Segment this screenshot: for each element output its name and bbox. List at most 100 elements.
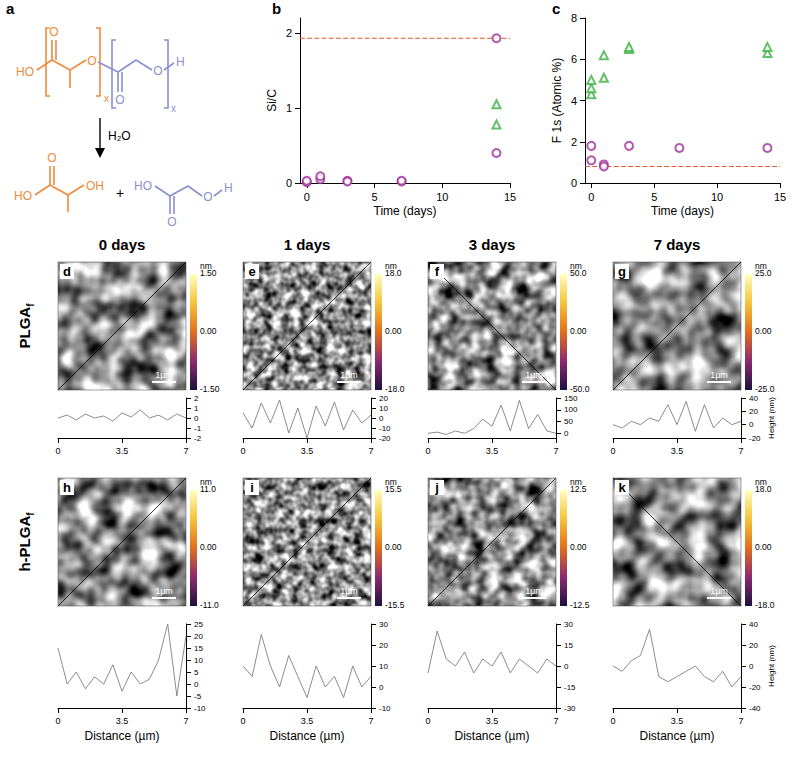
svg-text:0: 0 <box>194 414 199 423</box>
svg-text:2: 2 <box>571 136 577 148</box>
svg-text:20: 20 <box>379 394 388 403</box>
svg-text:1: 1 <box>194 404 199 413</box>
svg-text:Si/C: Si/C <box>265 89 279 112</box>
svg-text:3.5: 3.5 <box>301 716 314 726</box>
svg-text:8: 8 <box>571 12 577 24</box>
svg-text:0.00: 0.00 <box>570 542 587 552</box>
svg-text:+: + <box>116 185 124 201</box>
svg-text:0: 0 <box>240 716 245 726</box>
svg-text:O: O <box>115 93 124 107</box>
svg-text:1µm: 1µm <box>340 586 358 596</box>
svg-text:3.5: 3.5 <box>301 446 314 456</box>
svg-text:10: 10 <box>194 656 203 665</box>
svg-text:b: b <box>272 0 281 17</box>
svg-text:F 1s (Atomic %): F 1s (Atomic %) <box>550 58 564 143</box>
svg-text:7 days: 7 days <box>654 236 701 253</box>
svg-text:18.0: 18.0 <box>755 484 772 494</box>
svg-text:PLGAf: PLGAf <box>16 303 36 349</box>
svg-text:HO: HO <box>134 179 152 193</box>
svg-text:10: 10 <box>379 662 388 671</box>
svg-text:e: e <box>248 264 255 279</box>
svg-text:-10: -10 <box>379 704 391 713</box>
svg-text:0.00: 0.00 <box>755 326 772 336</box>
svg-text:100: 100 <box>564 405 578 414</box>
svg-text:2: 2 <box>286 27 292 39</box>
svg-text:3.5: 3.5 <box>486 716 499 726</box>
svg-text:O: O <box>87 54 96 68</box>
svg-text:a: a <box>6 0 15 17</box>
svg-text:Time (days): Time (days) <box>374 204 437 218</box>
svg-text:g: g <box>618 264 626 279</box>
svg-text:0.00: 0.00 <box>570 326 587 336</box>
svg-text:h-PLGAf: h-PLGAf <box>16 512 36 572</box>
svg-text:11.0: 11.0 <box>200 484 216 494</box>
svg-text:7: 7 <box>553 446 558 456</box>
svg-text:3.5: 3.5 <box>116 446 129 456</box>
svg-text:7: 7 <box>553 716 558 726</box>
svg-text:Height (nm): Height (nm) <box>767 397 776 439</box>
svg-text:-10: -10 <box>379 424 391 433</box>
svg-text:0: 0 <box>571 177 577 189</box>
svg-text:0: 0 <box>240 446 245 456</box>
svg-text:-10: -10 <box>194 704 206 713</box>
svg-text:0: 0 <box>425 716 430 726</box>
svg-text:-30: -30 <box>564 704 576 713</box>
svg-text:10: 10 <box>711 191 723 203</box>
svg-text:15: 15 <box>194 644 203 653</box>
svg-text:3 days: 3 days <box>469 236 516 253</box>
svg-text:H₂O: H₂O <box>108 129 131 143</box>
svg-text:1 days: 1 days <box>284 236 331 253</box>
svg-text:5: 5 <box>371 191 377 203</box>
svg-text:1.50: 1.50 <box>200 268 217 278</box>
svg-text:O: O <box>167 215 176 229</box>
svg-text:15: 15 <box>774 191 786 203</box>
svg-text:-18.0: -18.0 <box>755 600 775 610</box>
svg-text:-25.0: -25.0 <box>755 384 775 394</box>
svg-text:3.5: 3.5 <box>486 446 499 456</box>
svg-text:j: j <box>434 480 439 495</box>
svg-text:-11.0: -11.0 <box>200 600 219 610</box>
svg-text:12.5: 12.5 <box>570 484 587 494</box>
svg-text:0: 0 <box>194 680 199 689</box>
svg-text:-40: -40 <box>749 704 761 713</box>
svg-text:x: x <box>171 103 176 114</box>
svg-text:1µm: 1µm <box>525 586 543 596</box>
svg-text:1µm: 1µm <box>710 586 728 596</box>
svg-text:0 days: 0 days <box>99 236 146 253</box>
svg-text:O: O <box>203 190 212 204</box>
svg-text:0: 0 <box>564 662 569 671</box>
svg-text:-20: -20 <box>379 434 391 443</box>
svg-text:x: x <box>104 93 109 104</box>
svg-text:20: 20 <box>194 632 203 641</box>
svg-text:1µm: 1µm <box>525 370 543 380</box>
svg-text:-15: -15 <box>564 683 576 692</box>
svg-text:0: 0 <box>749 420 754 429</box>
svg-text:0: 0 <box>286 177 292 189</box>
svg-text:150: 150 <box>564 394 578 403</box>
svg-text:3.5: 3.5 <box>671 716 684 726</box>
svg-text:Distance (µm): Distance (µm) <box>85 729 160 743</box>
svg-text:-1.50: -1.50 <box>200 384 220 394</box>
svg-text:-2: -2 <box>194 434 202 443</box>
svg-text:-12.5: -12.5 <box>570 600 590 610</box>
svg-text:10: 10 <box>436 191 448 203</box>
svg-text:O: O <box>153 64 162 78</box>
svg-text:Distance (µm): Distance (µm) <box>455 729 530 743</box>
svg-text:1µm: 1µm <box>155 586 173 596</box>
svg-text:f: f <box>435 264 440 279</box>
svg-text:0.00: 0.00 <box>200 542 217 552</box>
svg-text:5: 5 <box>194 668 199 677</box>
svg-text:7: 7 <box>183 716 188 726</box>
svg-text:Distance (µm): Distance (µm) <box>270 729 345 743</box>
svg-text:15: 15 <box>564 641 573 650</box>
svg-text:Time (days): Time (days) <box>651 204 714 218</box>
svg-text:0: 0 <box>610 716 615 726</box>
svg-text:-15.5: -15.5 <box>385 600 405 610</box>
svg-text:0: 0 <box>55 446 60 456</box>
svg-text:HO: HO <box>16 65 34 79</box>
svg-text:O: O <box>47 151 56 165</box>
svg-text:1: 1 <box>286 102 292 114</box>
svg-text:0: 0 <box>304 191 310 203</box>
svg-text:5: 5 <box>651 191 657 203</box>
svg-text:0: 0 <box>610 446 615 456</box>
